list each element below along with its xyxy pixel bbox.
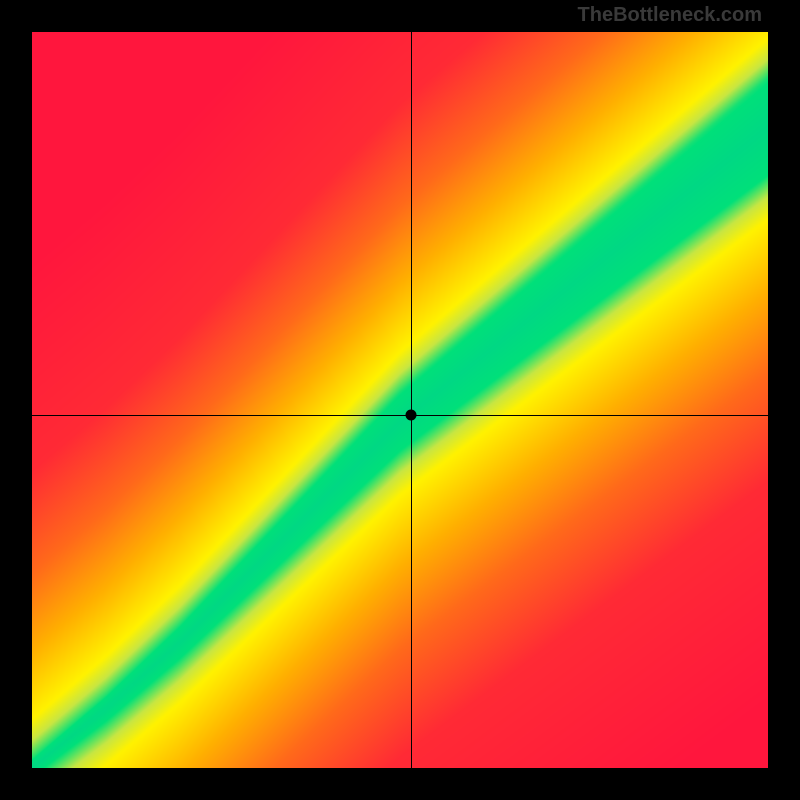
crosshair-marker-dot (406, 409, 417, 420)
watermark-text: TheBottleneck.com (578, 4, 762, 27)
heatmap-canvas (32, 32, 768, 768)
crosshair-horizontal (32, 415, 768, 416)
crosshair-vertical (411, 32, 412, 768)
heatmap-plot-area (32, 32, 768, 768)
